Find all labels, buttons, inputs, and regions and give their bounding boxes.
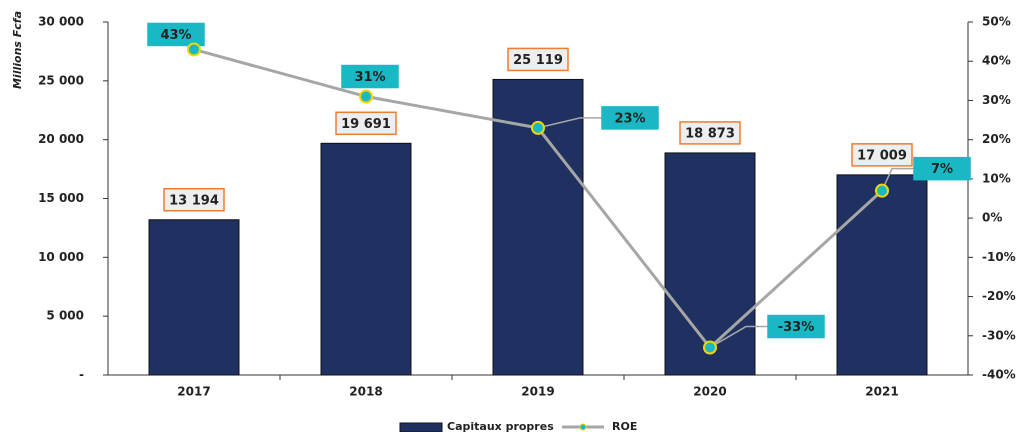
line-value-label-box [147,22,205,47]
bar-value-label-box [679,121,741,145]
y2-tick-label: -40% [982,368,1016,382]
legend-label: ROE [612,420,637,432]
y-tick-label: 15 000 [38,191,84,205]
bar [320,142,412,376]
x-tick-label: 2021 [865,385,898,399]
bar-value-label: 25 119 [513,53,563,68]
line-value-label-box [767,314,825,339]
y2-tick-label: 50% [982,15,1011,29]
leader-line [537,117,602,129]
line-value-label: 31% [354,70,385,85]
bar-value-label: 13 194 [169,193,219,208]
x-tick-label: 2019 [521,385,554,399]
bar [664,152,756,376]
leader-line [709,325,768,349]
y2-tick-label: -30% [982,328,1016,342]
bar-value-label-box [507,47,569,72]
line-value-label: 23% [614,111,645,126]
line-value-label-box [341,64,399,89]
bar-value-label-box [851,143,913,167]
y-tick-label: 30 000 [38,15,84,29]
bar-value-label: 17 009 [857,148,907,163]
y2-tick-label: -10% [982,250,1016,264]
y-axis-label: Millions Fcfa [11,11,24,89]
line-marker [187,42,201,57]
x-tick-label: 2020 [693,385,726,399]
line-marker [703,340,717,355]
y2-tick-label: 40% [982,54,1011,68]
y2-tick-label: 30% [982,93,1011,107]
bar [836,174,928,376]
bar-value-label: 18 873 [685,126,735,141]
y-tick-label: 20 000 [38,132,84,146]
bar-value-label-box [335,111,397,136]
line-marker [875,183,889,198]
y2-tick-label: 10% [982,171,1011,185]
bar-value-label-box [163,188,225,212]
bar [148,219,240,376]
legend-swatch [399,422,443,432]
legend-label: Capitaux propres [447,420,554,432]
y2-tick-label: 20% [982,132,1011,146]
y-tick-label: 25 000 [38,73,84,87]
y2-tick-label: -20% [982,289,1016,303]
legend-marker [579,423,587,431]
x-tick-label: 2018 [349,385,382,399]
line-value-label-box [913,156,971,181]
line-marker [359,89,373,104]
x-tick-label: 2017 [177,385,210,399]
line-marker [531,120,545,135]
y-tick-label: 10 000 [38,250,84,264]
line-value-label: -33% [778,320,815,335]
line-value-label: 43% [160,28,191,43]
leader-line [881,167,914,191]
bar-value-label: 19 691 [341,117,391,132]
line-value-label: 7% [931,162,953,177]
y-tick-label: - [79,368,84,382]
y2-tick-label: 0% [982,211,1002,225]
y-tick-label: 5 000 [46,309,84,323]
line-value-label-box [601,106,659,130]
